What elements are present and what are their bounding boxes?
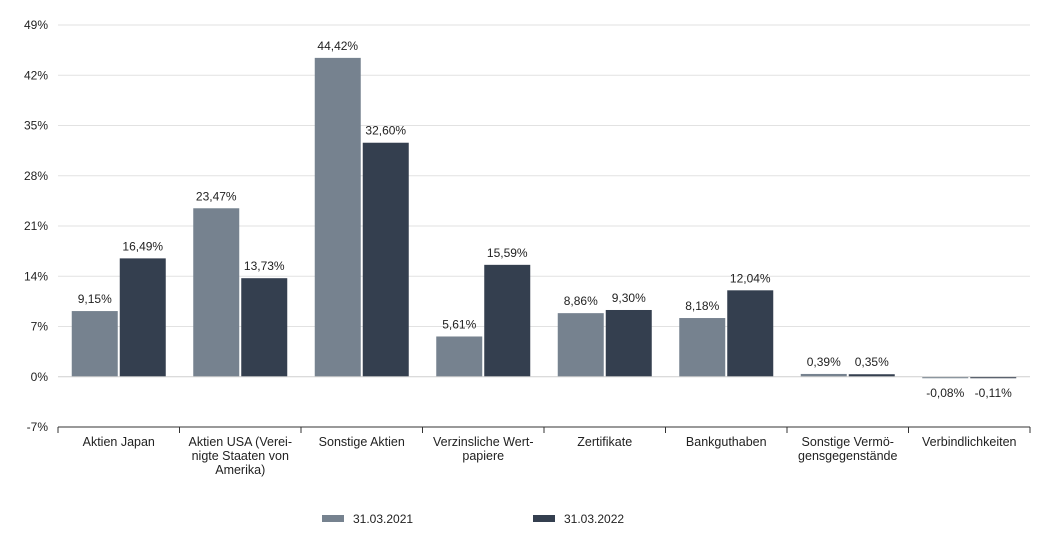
bar bbox=[71, 311, 118, 377]
bar bbox=[314, 57, 361, 377]
bar bbox=[557, 313, 604, 377]
data-label: -0,08% bbox=[926, 386, 964, 400]
data-label: 44,42% bbox=[317, 39, 358, 53]
data-label: -0,11% bbox=[975, 386, 1012, 400]
y-tick-label: 28% bbox=[24, 169, 48, 183]
y-tick-label: 14% bbox=[24, 269, 48, 283]
bar bbox=[727, 290, 774, 377]
bar bbox=[436, 336, 483, 377]
bar bbox=[800, 373, 847, 377]
category-label: Sonstige Aktien bbox=[319, 435, 405, 449]
category-label: nigte Staaten von bbox=[192, 449, 289, 463]
y-axis: -7% 0% 7% 14% 21% 28% 35% 42% 49% bbox=[24, 18, 48, 434]
data-label: 16,49% bbox=[122, 239, 163, 253]
data-label: 8,18% bbox=[685, 299, 719, 313]
bar bbox=[484, 264, 531, 377]
data-label: 8,86% bbox=[564, 294, 598, 308]
y-tick-label: 49% bbox=[24, 18, 48, 32]
data-labels: 9,15% 23,47% 44,42% 5,61% 8,86% 8,18% 0,39% -0,… bbox=[78, 39, 1012, 400]
data-label: 9,30% bbox=[612, 291, 646, 305]
legend-label: 31.03.2021 bbox=[353, 512, 413, 526]
category-label: papiere bbox=[462, 449, 504, 463]
category-label: Verzinsliche Wert- bbox=[433, 435, 534, 449]
x-axis: Aktien Japan Aktien USA (Verei-nigte Staa… bbox=[57, 376, 1031, 477]
category-label: Sonstige Vermö- bbox=[802, 435, 894, 449]
y-tick-label: 0% bbox=[31, 370, 49, 384]
category-label: Amerika) bbox=[215, 463, 265, 477]
bar bbox=[679, 318, 726, 377]
data-label: 15,59% bbox=[487, 246, 528, 260]
bar bbox=[362, 142, 409, 377]
y-tick-label: 35% bbox=[24, 119, 48, 133]
data-label: 12,04% bbox=[730, 271, 771, 285]
bar bbox=[241, 278, 288, 377]
legend-swatch bbox=[322, 515, 344, 522]
y-tick-label: 7% bbox=[31, 320, 49, 334]
legend-label: 31.03.2022 bbox=[564, 512, 624, 526]
data-label: 9,15% bbox=[78, 292, 112, 306]
bar bbox=[922, 376, 969, 379]
bars bbox=[71, 57, 1017, 379]
category-label: Aktien Japan bbox=[83, 435, 155, 449]
data-label: 32,60% bbox=[365, 124, 406, 138]
y-tick-label: -7% bbox=[27, 420, 49, 434]
category-label: Zertifikate bbox=[577, 435, 632, 449]
data-label: 5,61% bbox=[442, 317, 476, 331]
bar bbox=[605, 309, 652, 377]
legend: 31.03.2021 31.03.2022 bbox=[322, 512, 624, 526]
y-tick-label: 42% bbox=[24, 68, 48, 82]
bar bbox=[119, 258, 166, 377]
bar bbox=[193, 208, 240, 377]
data-label: 13,73% bbox=[244, 259, 285, 273]
data-label: 0,35% bbox=[855, 355, 889, 369]
category-label: Verbindlichkeiten bbox=[922, 435, 1017, 449]
category-label: Aktien USA (Verei- bbox=[188, 435, 292, 449]
data-label: 0,39% bbox=[807, 355, 841, 369]
category-label: Bankguthaben bbox=[686, 435, 767, 449]
y-tick-label: 21% bbox=[24, 219, 48, 233]
legend-swatch bbox=[533, 515, 555, 522]
bar bbox=[970, 376, 1017, 379]
data-label: 23,47% bbox=[196, 189, 237, 203]
bar bbox=[848, 374, 895, 377]
category-label: gensgegenstände bbox=[798, 449, 897, 463]
